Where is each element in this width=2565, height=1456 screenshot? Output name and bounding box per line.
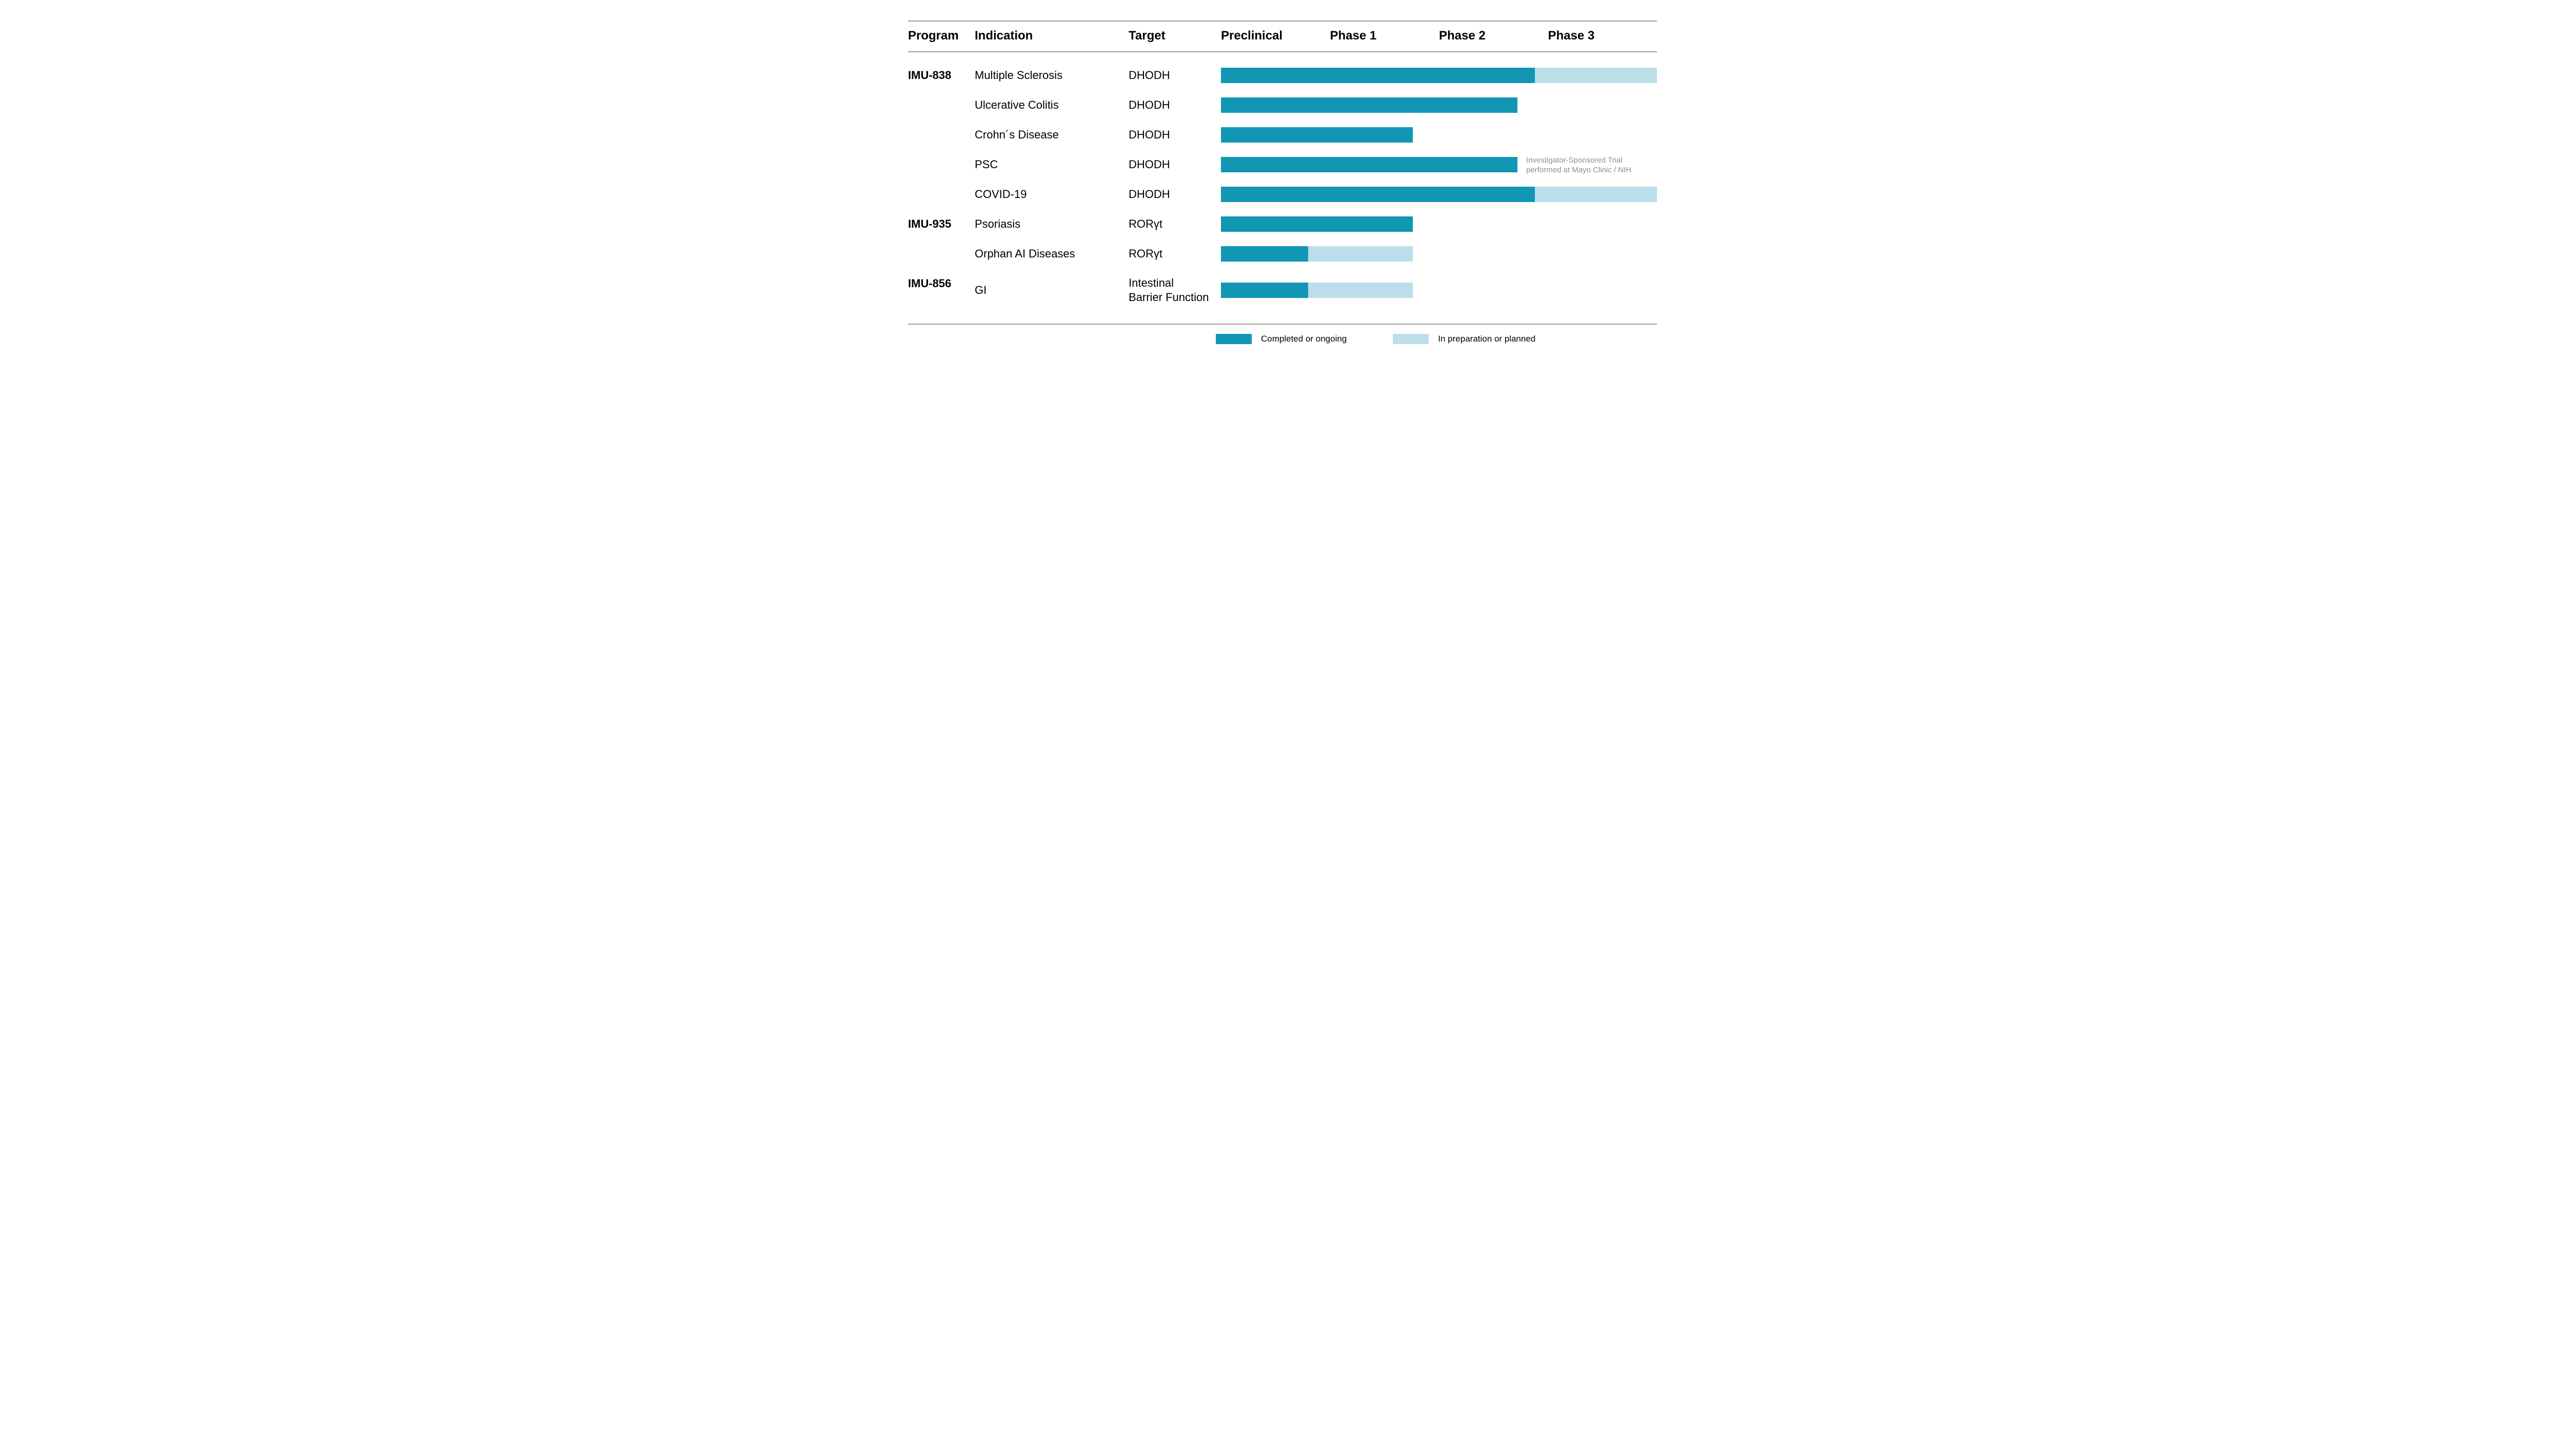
swatch-ongoing-icon: [1216, 334, 1252, 344]
bar-ongoing: [1221, 157, 1517, 172]
program-label: [908, 127, 970, 128]
progress-bar: [1221, 68, 1657, 83]
bar-ongoing: [1221, 68, 1535, 83]
table-row: IMU-856 GI Intestinal Barrier Function: [908, 269, 1657, 311]
target-label: DHODH: [1129, 98, 1216, 112]
pipeline-chart: Program Indication Target Preclinical Ph…: [908, 21, 1657, 344]
target-label: DHODH: [1129, 128, 1216, 142]
phase-headers: Preclinical Phase 1 Phase 2 Phase 3: [1221, 29, 1657, 43]
program-label: IMU-856: [908, 276, 970, 290]
table-row: Crohn´s Disease DHODH: [908, 120, 1657, 150]
table-row: COVID-19 DHODH: [908, 179, 1657, 209]
table-row: IMU-935 Psoriasis RORγt: [908, 209, 1657, 239]
header-phase-3: Phase 3: [1548, 29, 1658, 43]
program-label: IMU-838: [908, 68, 970, 82]
bar-ongoing: [1221, 187, 1535, 202]
header-target: Target: [1129, 29, 1216, 43]
header-indication: Indication: [975, 29, 1123, 43]
indication-label: COVID-19: [975, 188, 1123, 201]
target-label: RORγt: [1129, 247, 1216, 261]
swatch-planned-icon: [1393, 334, 1429, 344]
indication-label: Orphan AI Diseases: [975, 247, 1123, 261]
pipeline-rows: IMU-838Multiple SclerosisDHODHUlcerative…: [908, 52, 1657, 324]
progress-bar: [1221, 127, 1657, 143]
bar-ongoing: [1221, 127, 1413, 143]
table-row: Ulcerative Colitis DHODH: [908, 90, 1657, 120]
bar-ongoing: [1221, 216, 1413, 232]
indication-label: Psoriasis: [975, 217, 1123, 231]
legend-ongoing: Completed or ongoing: [1216, 334, 1347, 344]
target-label: DHODH: [1129, 68, 1216, 83]
indication-label: Multiple Sclerosis: [975, 69, 1123, 82]
legend-ongoing-label: Completed or ongoing: [1261, 334, 1347, 344]
target-label: DHODH: [1129, 157, 1216, 172]
progress-bar: [1221, 246, 1657, 262]
bar-ongoing: [1221, 97, 1517, 113]
legend-planned-label: In preparation or planned: [1438, 334, 1535, 344]
target-label: DHODH: [1129, 187, 1216, 202]
program-label: [908, 157, 970, 158]
target-label: Intestinal Barrier Function: [1129, 276, 1216, 304]
program-label: [908, 187, 970, 188]
table-row: IMU-838 Multiple Sclerosis DHODH: [908, 61, 1657, 90]
bar-ongoing: [1221, 283, 1308, 298]
progress-bar: [1221, 216, 1657, 232]
legend-planned: In preparation or planned: [1393, 334, 1535, 344]
bar-ongoing: [1221, 246, 1308, 262]
row-note: Investigator-Sponsored Trial performed a…: [1526, 156, 1631, 175]
indication-label: PSC: [975, 158, 1123, 171]
target-label: RORγt: [1129, 217, 1216, 231]
header-phase-preclinical: Preclinical: [1221, 29, 1330, 43]
progress-bar: [1221, 283, 1657, 298]
program-label: [908, 246, 970, 247]
program-label: IMU-935: [908, 216, 970, 231]
progress-bar: [1221, 97, 1657, 113]
header-phase-1: Phase 1: [1330, 29, 1439, 43]
legend: Completed or ongoing In preparation or p…: [908, 325, 1657, 344]
indication-label: Crohn´s Disease: [975, 128, 1123, 142]
progress-bar: [1221, 187, 1657, 202]
table-row: Orphan AI Diseases RORγt: [908, 239, 1657, 269]
header-row: Program Indication Target Preclinical Ph…: [908, 22, 1657, 51]
table-row: PSC DHODH Investigator-Sponsored Trial per…: [908, 150, 1657, 179]
indication-label: GI: [975, 284, 1123, 297]
indication-label: Ulcerative Colitis: [975, 98, 1123, 112]
progress-bar: Investigator-Sponsored Trial performed a…: [1221, 157, 1657, 172]
header-program: Program: [908, 29, 970, 43]
header-phase-2: Phase 2: [1439, 29, 1548, 43]
program-label: [908, 97, 970, 98]
